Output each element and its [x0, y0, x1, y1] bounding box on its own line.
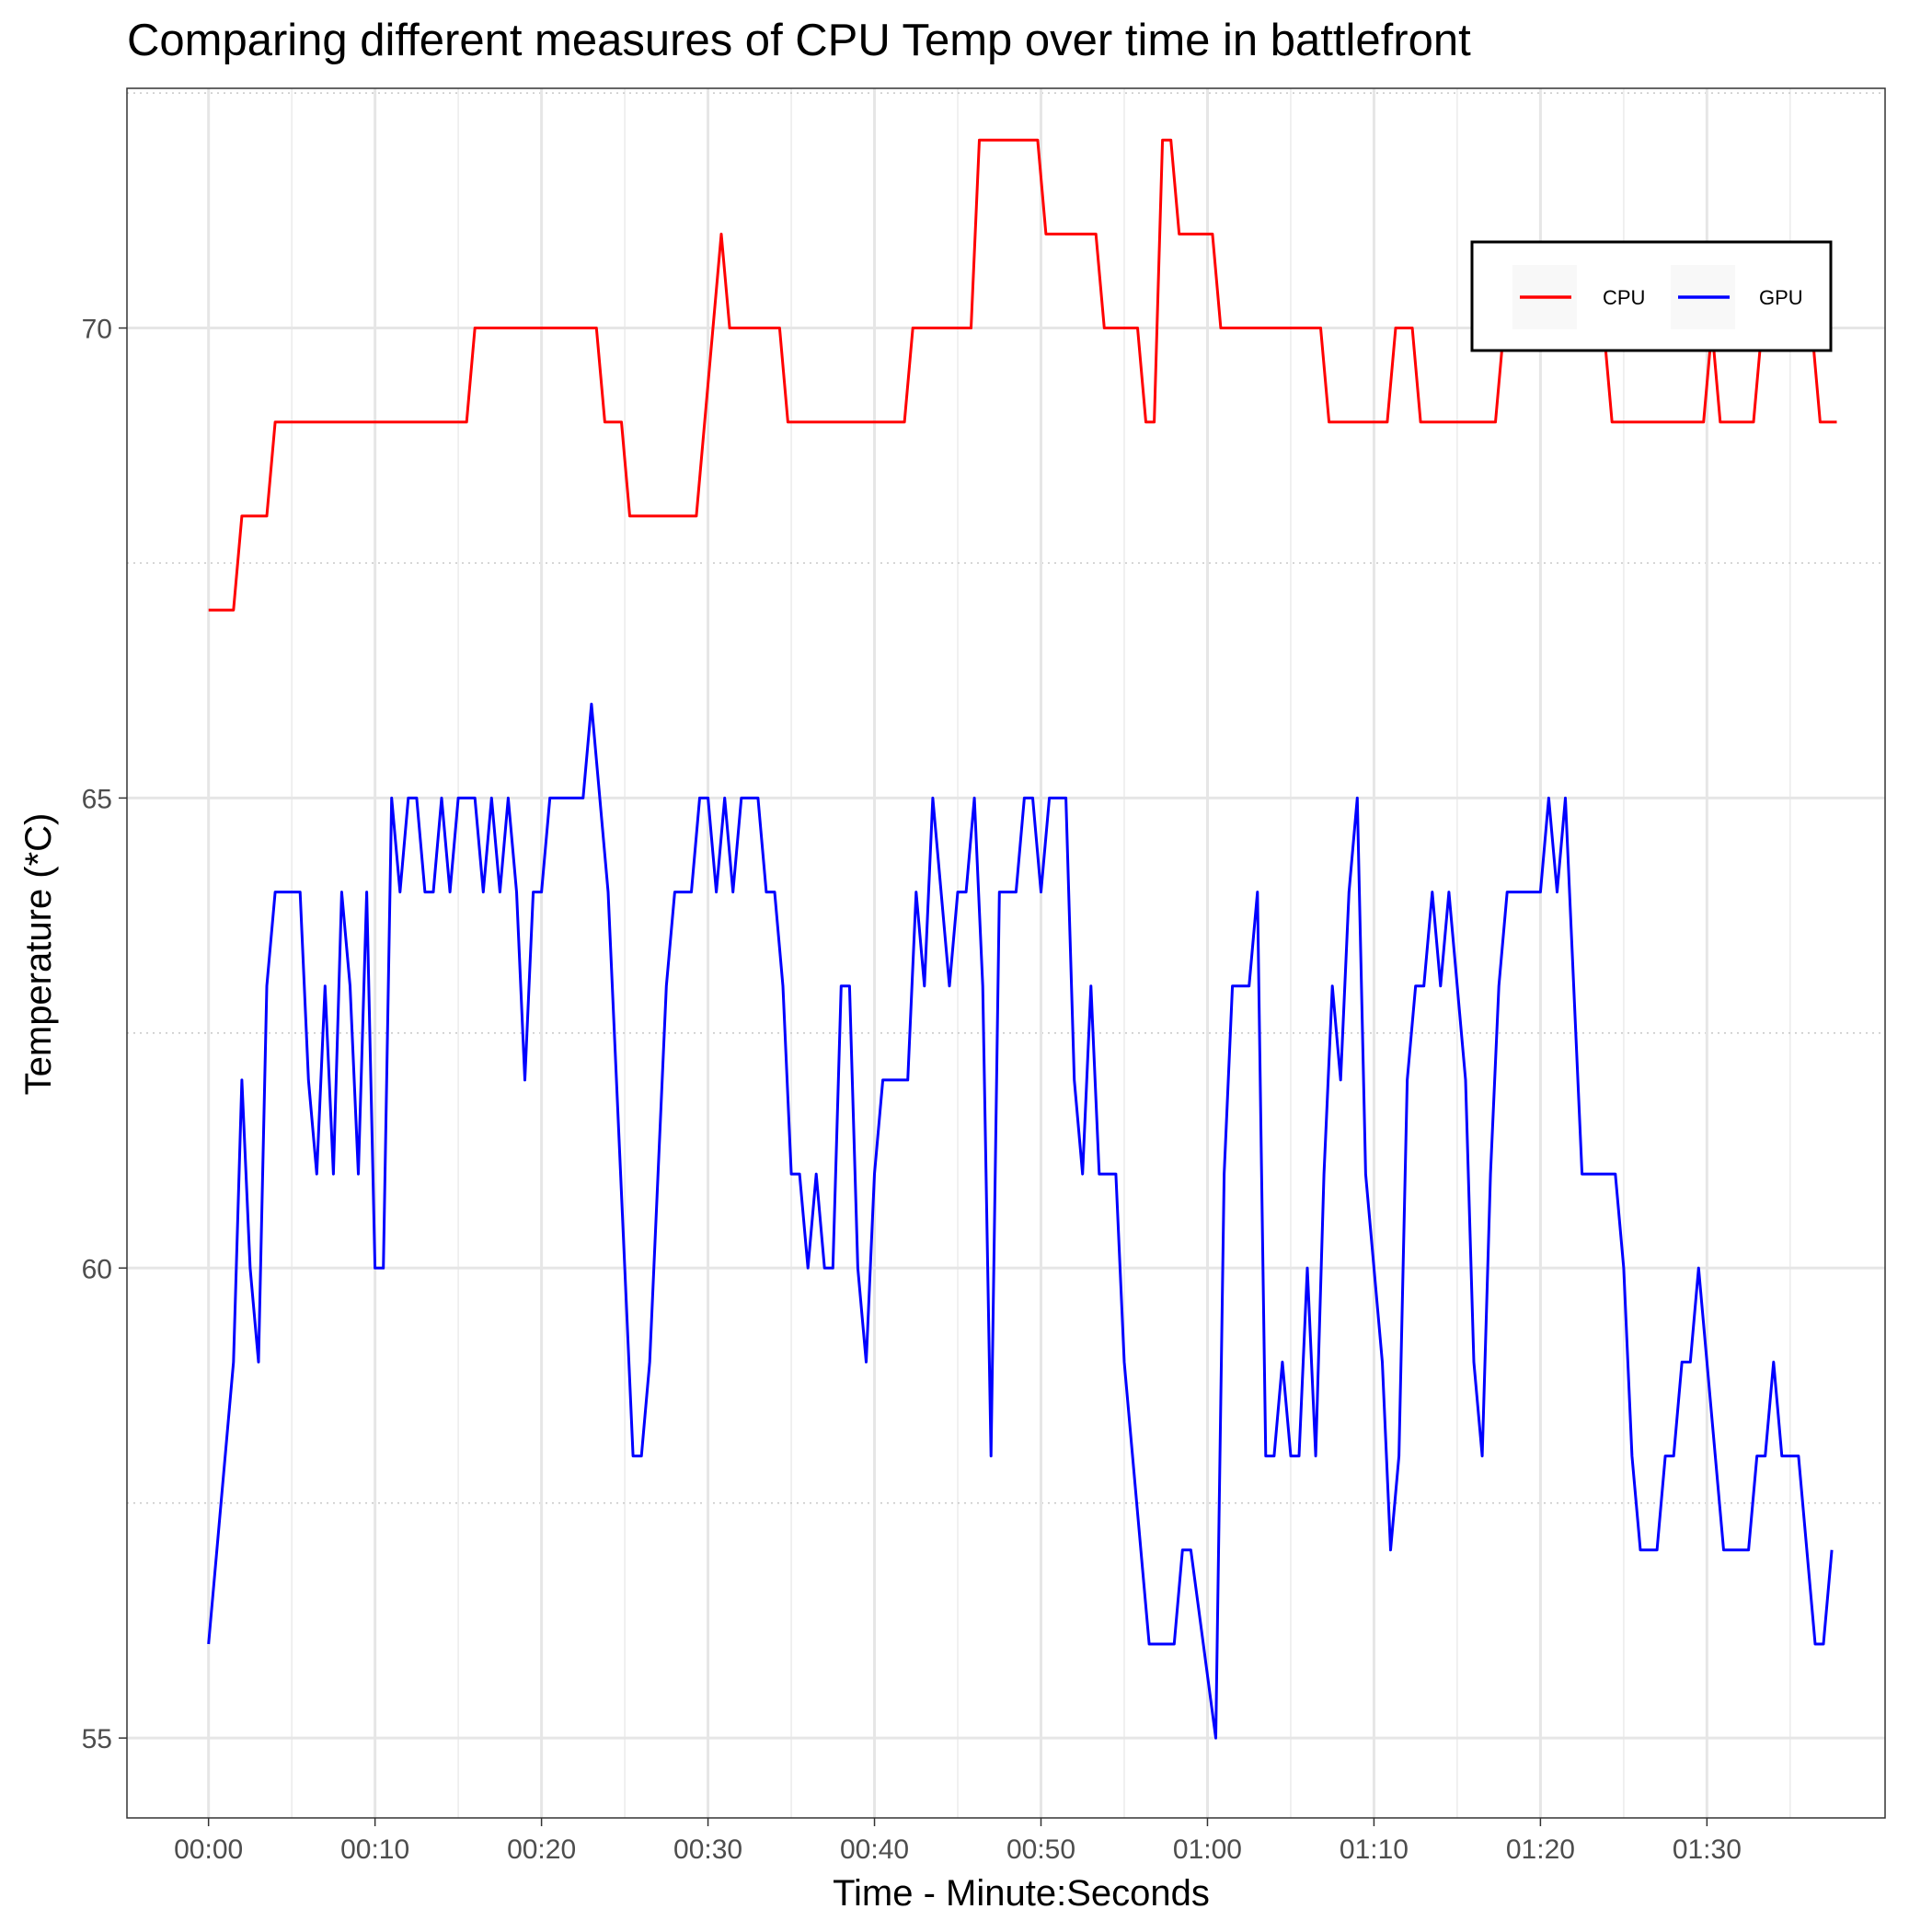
x-axis-title: Time - Minute:Seconds	[833, 1873, 1210, 1914]
y-tick-label: 60	[82, 1254, 112, 1284]
x-tick-label: 01:20	[1506, 1834, 1575, 1865]
series-line-gpu	[207, 702, 1834, 1740]
grid-major	[127, 88, 1885, 1818]
x-tick-label: 01:10	[1340, 1834, 1409, 1865]
x-tick-label: 01:00	[1173, 1834, 1242, 1865]
series-layer	[207, 138, 1837, 1740]
x-axis: 00:00 00:10 00:20 00:30 00:40 00:50 01:00 01:10…	[174, 1818, 1742, 1865]
x-tick-label: 00:10	[340, 1834, 409, 1865]
grid-minor	[127, 88, 1885, 1818]
legend: CPU GPU	[1470, 240, 1833, 352]
y-tick-label: 70	[82, 315, 112, 345]
x-tick-label: 00:00	[174, 1834, 243, 1865]
y-axis-title: Temperature (*C)	[18, 813, 59, 1096]
y-tick-label: 65	[82, 784, 112, 814]
legend-label-cpu: CPU	[1603, 286, 1645, 309]
series-line-cpu	[208, 138, 1837, 612]
x-tick-label: 00:40	[840, 1834, 909, 1865]
legend-label-gpu: GPU	[1759, 286, 1803, 309]
plot-border	[126, 87, 1886, 1819]
x-tick-label: 00:30	[673, 1834, 742, 1865]
plot-panel	[127, 88, 1885, 1818]
y-tick-label: 55	[82, 1724, 112, 1754]
chart-title: Comparing different measures of CPU Temp…	[127, 16, 1471, 65]
y-axis: 55 60 65 70	[82, 315, 127, 1754]
x-tick-label: 01:30	[1673, 1834, 1742, 1865]
x-tick-label: 00:50	[1006, 1834, 1075, 1865]
x-tick-label: 00:20	[507, 1834, 576, 1865]
